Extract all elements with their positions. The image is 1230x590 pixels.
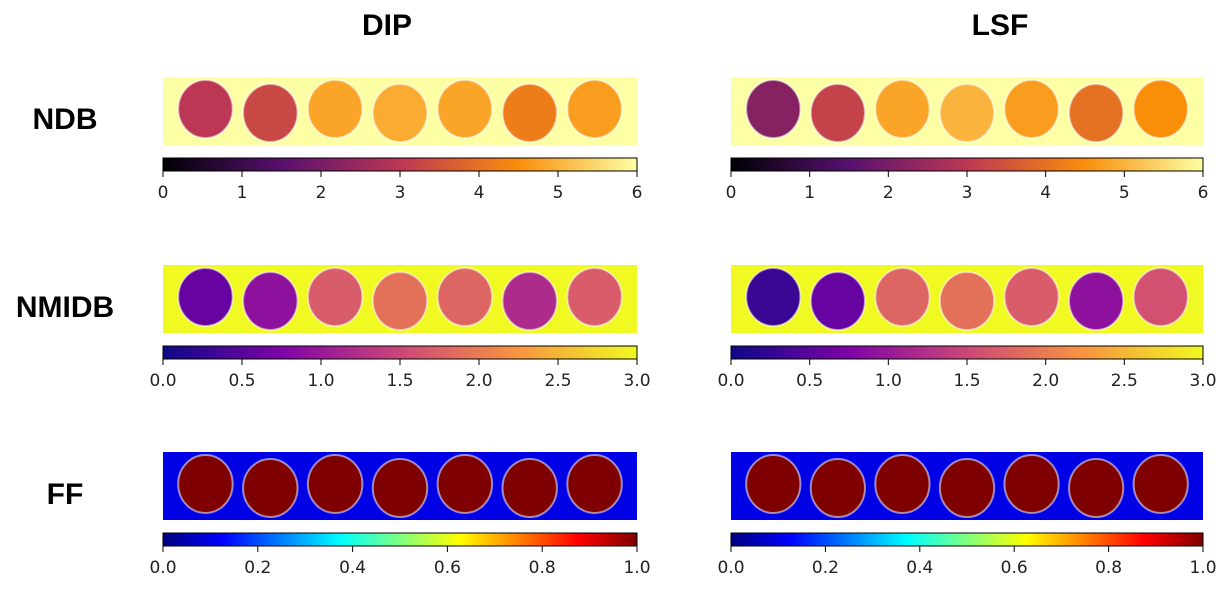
tick-label: 2.5 — [1111, 371, 1138, 391]
colorbar — [162, 532, 638, 547]
tick-label: 1.0 — [623, 558, 650, 578]
tick-label: 2 — [883, 183, 894, 203]
tick-label: 5 — [1119, 183, 1130, 203]
tick-label: 6 — [632, 183, 643, 203]
vial — [566, 454, 623, 514]
vial — [371, 458, 429, 518]
tick-label: 0.0 — [149, 371, 176, 391]
vial — [938, 458, 996, 518]
colorbar — [730, 345, 1204, 360]
colorbar — [730, 157, 1204, 172]
vial — [371, 83, 429, 143]
tick-label: 1.0 — [1189, 558, 1216, 578]
vial — [809, 271, 866, 331]
vial — [1068, 83, 1125, 143]
tick-label: 0.6 — [1001, 558, 1028, 578]
vial — [1132, 267, 1189, 327]
vial — [566, 267, 623, 327]
tick-label: 1.5 — [386, 371, 413, 391]
column-title: DIP — [362, 9, 412, 42]
tick-label: 2.0 — [1032, 371, 1059, 391]
tick-label: 1.5 — [953, 371, 980, 391]
row-label: NDB — [33, 103, 98, 136]
tick-label: 4 — [474, 183, 485, 203]
vial — [501, 83, 558, 143]
vial — [436, 267, 494, 327]
tick-label: 3.0 — [623, 371, 650, 391]
colorbar — [162, 157, 638, 172]
vial — [306, 267, 364, 327]
vial — [745, 79, 802, 139]
vial — [938, 83, 996, 143]
vial — [306, 454, 364, 514]
vial — [1003, 267, 1060, 327]
tick-label: 2.5 — [544, 371, 571, 391]
tick-label: 4 — [1040, 183, 1051, 203]
tick-label: 3 — [395, 183, 406, 203]
vial — [745, 454, 802, 514]
vial — [1003, 79, 1060, 139]
tick-label: 0.4 — [906, 558, 933, 578]
vial — [1003, 454, 1060, 514]
tick-label: 0.8 — [1095, 558, 1122, 578]
vial — [874, 267, 931, 327]
row-label: FF — [47, 478, 84, 511]
tick-label: 6 — [1198, 183, 1209, 203]
vial — [1068, 271, 1125, 331]
tick-label: 2 — [316, 183, 327, 203]
vial — [371, 271, 429, 331]
tick-label: 0.2 — [812, 558, 839, 578]
vial — [566, 79, 623, 139]
tick-label: 0.0 — [717, 558, 744, 578]
vial — [242, 271, 299, 331]
tick-label: 3 — [962, 183, 973, 203]
tick-label: 0.2 — [244, 558, 271, 578]
vial — [501, 271, 558, 331]
tick-label: 0.5 — [796, 371, 823, 391]
vial — [938, 271, 996, 331]
vial — [874, 79, 931, 139]
tick-label: 0 — [158, 183, 169, 203]
tick-label: 0.0 — [717, 371, 744, 391]
vial — [501, 458, 558, 518]
tick-label: 1 — [804, 183, 815, 203]
vial — [1132, 79, 1189, 139]
tick-label: 3.0 — [1189, 371, 1216, 391]
tick-label: 0.0 — [149, 558, 176, 578]
colorbar — [162, 345, 638, 360]
vial — [1068, 458, 1125, 518]
vial — [1132, 454, 1189, 514]
vial — [306, 79, 364, 139]
vial — [177, 267, 234, 327]
tick-label: 0.4 — [339, 558, 366, 578]
vial — [809, 458, 866, 518]
column-title: LSF — [972, 9, 1029, 42]
row-label: NMIDB — [16, 291, 114, 324]
vial — [809, 83, 866, 143]
vial — [745, 267, 802, 327]
vial — [436, 454, 494, 514]
tick-label: 0 — [726, 183, 737, 203]
vial — [436, 79, 494, 139]
tick-label: 0.8 — [529, 558, 556, 578]
tick-label: 1.0 — [307, 371, 334, 391]
tick-label: 1.0 — [875, 371, 902, 391]
vial — [177, 454, 234, 514]
tick-label: 2.0 — [465, 371, 492, 391]
vial — [177, 79, 234, 139]
vial — [874, 454, 931, 514]
vial — [242, 83, 299, 143]
tick-label: 0.6 — [434, 558, 461, 578]
tick-label: 0.5 — [228, 371, 255, 391]
tick-label: 1 — [237, 183, 248, 203]
tick-label: 5 — [553, 183, 564, 203]
colorbar — [730, 532, 1204, 547]
vial — [242, 458, 299, 518]
